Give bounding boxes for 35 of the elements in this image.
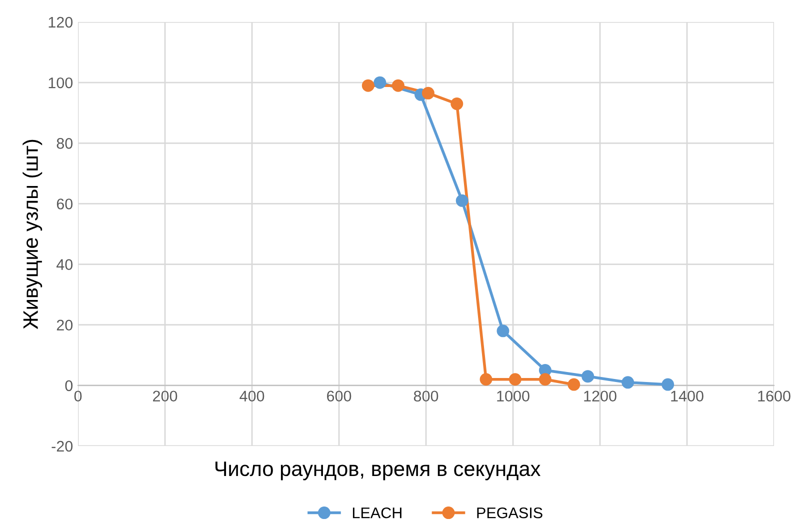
point [450, 98, 464, 110]
x-tick-label: 400 [240, 390, 264, 402]
x-tick-label: 800 [414, 390, 438, 402]
point [622, 376, 634, 389]
point [496, 324, 510, 338]
x-tick-label: 200 [153, 390, 178, 402]
point [392, 79, 404, 92]
point [374, 76, 386, 89]
y-tick-label: -20 [52, 440, 73, 452]
y-tick-label: 20 [56, 320, 73, 331]
legend-label: LEACH [352, 507, 402, 518]
point [568, 378, 580, 391]
x-axis-title: Число раундов, время в секундах [215, 462, 540, 480]
y-axis-title: Живущие узлы (шт) [22, 140, 42, 330]
point [582, 370, 594, 383]
legend-label: PEGASIS [477, 507, 542, 518]
y-tick-label: 100 [48, 77, 73, 88]
point [508, 373, 522, 386]
point [480, 373, 492, 386]
point [362, 79, 374, 92]
point [456, 194, 468, 207]
point [662, 378, 674, 391]
y-tick-label: 60 [56, 198, 73, 210]
x-tick-label: 600 [327, 390, 352, 402]
y-tick-label: 0 [65, 380, 73, 392]
y-tick-label: 80 [56, 138, 73, 149]
point [422, 86, 434, 100]
x-tick-label: 1400 [671, 390, 704, 402]
y-tick-label: 120 [48, 16, 73, 28]
x-tick-label: 1200 [584, 390, 616, 402]
point [538, 373, 552, 386]
x-tick-label: 1000 [497, 390, 530, 402]
x-tick-label: 0 [74, 390, 82, 402]
x-tick-label: 1600 [758, 390, 790, 402]
y-tick-label: 40 [56, 259, 73, 270]
